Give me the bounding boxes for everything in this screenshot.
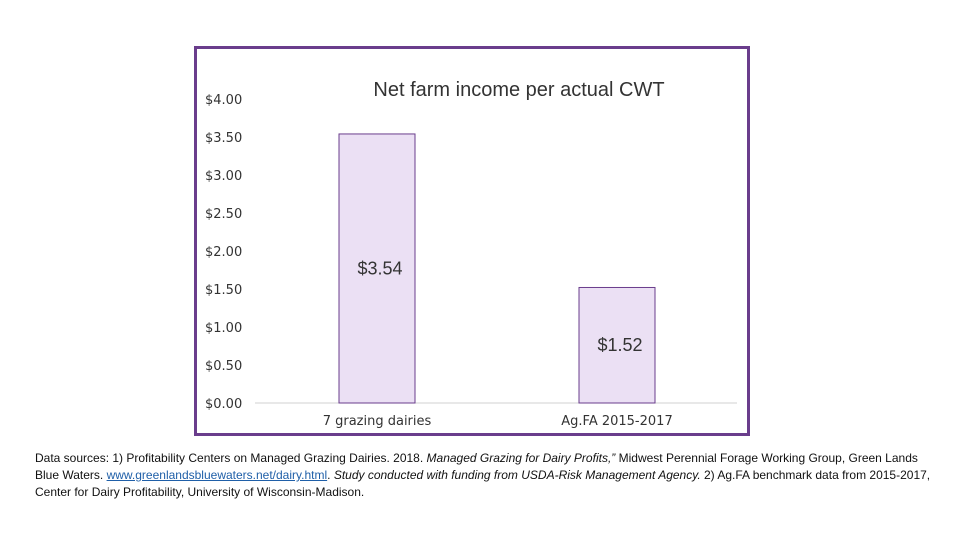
y-tick-label: $0.50 — [205, 359, 242, 374]
bars — [338, 133, 656, 404]
bar — [578, 286, 656, 404]
y-tick-label: $2.50 — [205, 207, 242, 222]
bar — [338, 133, 416, 404]
y-tick-label: $3.00 — [205, 169, 242, 184]
bar-data-label: $3.54 — [357, 258, 402, 278]
y-tick-label: $3.50 — [205, 131, 242, 146]
y-axis-tick-labels: $0.00 $0.50 $1.00 $1.50 $2.00 $2.50 $3.00 $3.50… — [205, 93, 242, 412]
data-labels: $3.54 $1.52 — [357, 258, 642, 355]
sources-text-1: Data sources: 1) Profitability Centers o… — [35, 451, 427, 465]
sources-text-4: 2) Ag.FA benchmark data from 2015-2017, … — [35, 468, 931, 499]
sources-text-3: . — [327, 468, 334, 482]
bar-chart: Net farm income per actual CWT $0.00 $0.5… — [205, 79, 737, 429]
sources-link[interactable]: www.greenlandsbluewaters.net/dairy.html — [106, 468, 328, 482]
y-tick-label: $0.00 — [205, 397, 242, 412]
sources-text-2: Midwest Perennial Forage Working Group, … — [35, 451, 918, 482]
chart-title: Net farm income per actual CWT — [373, 79, 664, 101]
category-labels: 7 grazing dairies Ag.FA 2015-2017 — [323, 414, 673, 429]
sources-funding-italic: Study conducted with funding from USDA-R… — [333, 468, 701, 482]
y-tick-label: $1.00 — [205, 321, 242, 336]
category-label: 7 grazing dairies — [323, 414, 432, 429]
chart-frame: Net farm income per actual CWT $0.00 $0.5… — [194, 46, 750, 436]
sources-title-italic: Managed Grazing for Dairy Profits,” — [426, 451, 616, 465]
category-label: Ag.FA 2015-2017 — [561, 414, 672, 429]
data-sources-note: Data sources: 1) Profitability Centers o… — [35, 450, 940, 501]
bar-data-label: $1.52 — [597, 335, 642, 355]
y-tick-label: $2.00 — [205, 245, 242, 260]
y-tick-label: $1.50 — [205, 283, 242, 298]
y-tick-label: $4.00 — [205, 93, 242, 108]
